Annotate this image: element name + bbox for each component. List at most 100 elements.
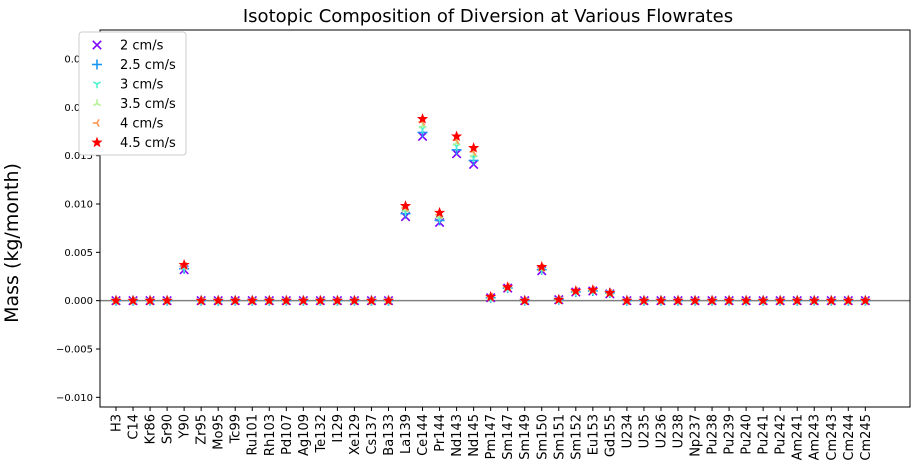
x-tick-label: Y90 <box>178 414 193 439</box>
data-point <box>723 294 735 306</box>
data-point <box>416 113 429 124</box>
data-point <box>859 294 871 306</box>
x-tick-label: Pu242 <box>774 414 789 455</box>
x-tick-label: Pd107 <box>280 414 295 455</box>
data-point <box>553 293 565 305</box>
x-tick-label: H3 <box>110 414 125 432</box>
data-point <box>774 294 786 306</box>
legend-box <box>78 31 187 156</box>
data-point <box>536 260 548 272</box>
data-point <box>195 294 207 306</box>
data-point <box>212 294 224 306</box>
x-tick-label: Am241 <box>791 414 806 460</box>
x-tick-label: I129 <box>331 414 346 443</box>
legend-marker <box>92 99 102 107</box>
legend-marker <box>92 40 102 50</box>
data-point <box>144 294 156 306</box>
series-group <box>110 113 871 306</box>
x-tick-label: Am243 <box>808 414 823 460</box>
x-tick-label: Sm151 <box>552 414 567 460</box>
data-point <box>740 294 752 306</box>
x-tick-label: U236 <box>654 414 669 448</box>
data-point <box>808 294 820 306</box>
data-point <box>655 294 667 306</box>
data-point <box>519 294 531 306</box>
x-tick-label: Ce144 <box>416 414 431 456</box>
data-point <box>161 294 173 306</box>
data-point <box>468 142 480 153</box>
x-tick-label: Cm244 <box>842 414 857 461</box>
data-point <box>587 284 599 295</box>
data-point <box>178 259 190 270</box>
x-tick-label: Rh103 <box>263 414 278 456</box>
x-tick-label: Sm152 <box>569 414 584 460</box>
x-tick-label: Pm147 <box>484 414 499 459</box>
x-tick-label: Ba133 <box>382 414 397 456</box>
data-point <box>621 294 633 306</box>
x-tick-label: Sm150 <box>535 414 550 460</box>
data-point <box>348 294 360 306</box>
data-point <box>110 294 122 306</box>
x-tick-label: Pr144 <box>433 414 448 452</box>
x-tick-label: Ag109 <box>297 414 312 456</box>
data-point <box>842 294 854 306</box>
data-point <box>297 294 309 306</box>
data-point <box>689 294 701 306</box>
legend: 2 cm/s 2.5 cm/s 3 cm/s 3.5 cm/s 4 cm/s 4.5 cm… <box>78 31 187 156</box>
x-tick-label: Pu238 <box>706 414 721 455</box>
x-tick-label: Xe129 <box>348 414 363 455</box>
data-point <box>314 294 326 306</box>
data-point <box>451 130 463 142</box>
data-point <box>280 294 292 306</box>
data-point <box>399 200 412 211</box>
x-tick-label: Ru101 <box>246 414 261 456</box>
x-tick-label: C14 <box>127 414 142 440</box>
data-point <box>825 294 837 306</box>
legend-label: 3.5 cm/s <box>120 97 176 112</box>
x-tick-label: Sm147 <box>501 414 516 460</box>
y-axis-label: Mass (kg/month) <box>1 163 23 323</box>
data-point <box>263 294 275 306</box>
legend-label: 2.5 cm/s <box>120 58 176 73</box>
x-tick-label: Sm149 <box>518 414 533 460</box>
x-tick-label: Nd145 <box>467 414 482 457</box>
x-tick-label: Pu241 <box>757 414 772 455</box>
x-tick-label: Mo95 <box>212 414 227 450</box>
data-point <box>570 285 582 296</box>
x-tick-label: U234 <box>620 414 635 448</box>
legend-marker <box>92 59 102 70</box>
x-tick-label: Zr95 <box>195 414 210 445</box>
data-point <box>433 206 446 218</box>
legend-label: 4.5 cm/s <box>120 136 176 151</box>
data-point <box>604 287 616 298</box>
y-tick-label: −0.005 <box>56 345 93 356</box>
legend-label: 2 cm/s <box>120 39 164 54</box>
x-tick-label: Cm245 <box>859 414 874 461</box>
legend-label: 4 cm/s <box>120 117 164 132</box>
data-point <box>331 294 343 306</box>
x-tick-label: Cs137 <box>365 414 380 455</box>
data-point <box>382 294 395 306</box>
y-tick-label: 0.015 <box>64 151 93 162</box>
plot-frame <box>99 29 911 408</box>
data-point <box>365 294 378 306</box>
x-tick-label: Nd143 <box>450 414 465 457</box>
x-tick-label: Kr86 <box>144 414 159 444</box>
legend-marker <box>92 81 102 89</box>
data-point <box>127 294 139 306</box>
legend-marker <box>92 118 100 128</box>
y-tick-label: 0.000 <box>64 296 93 307</box>
chart-title: Isotopic Composition of Diversion at Var… <box>243 6 733 27</box>
data-point <box>485 290 497 302</box>
data-point <box>502 281 514 292</box>
data-point <box>706 294 718 306</box>
data-point <box>672 294 684 306</box>
data-point <box>757 294 769 306</box>
x-tick-label: Tc99 <box>229 414 244 444</box>
y-tick-label: 0.010 <box>64 200 93 211</box>
data-point <box>791 294 803 306</box>
x-tick-label: Pu240 <box>740 414 755 455</box>
x-tick-label: La139 <box>399 414 414 454</box>
x-axis-ticks: H3 C14 Kr86 Sr90 Y90 Zr95 Mo95 Tc99 Ru101 Rh103 Pd… <box>110 407 874 461</box>
